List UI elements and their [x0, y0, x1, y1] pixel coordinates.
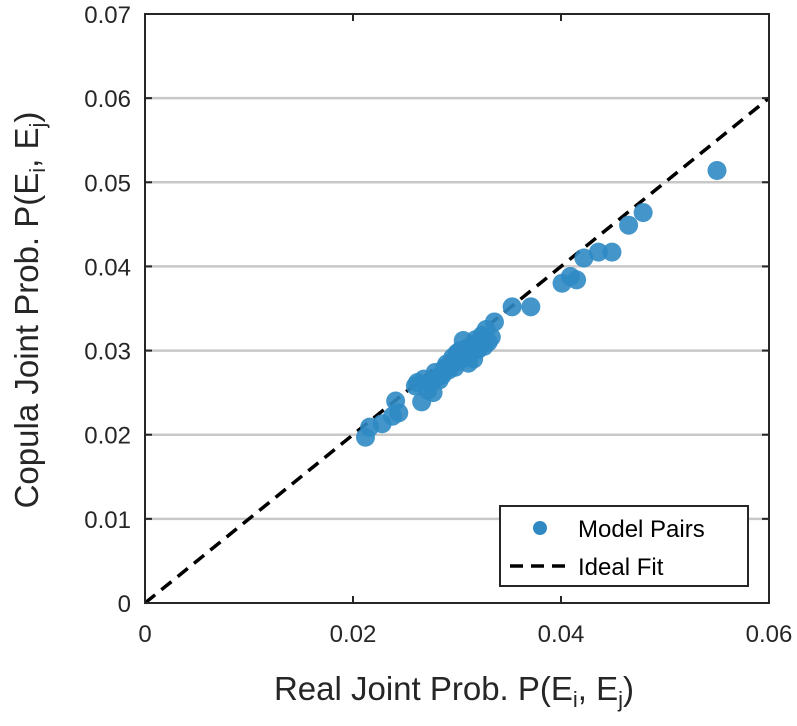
- y-axis-title-sep: , E: [8, 127, 45, 167]
- x-tick-label: 0.02: [330, 621, 377, 648]
- y-tick-labels: 0 0.01 0.02 0.03 0.04 0.05 0.06 0.07: [84, 2, 131, 618]
- data-point: [633, 203, 653, 223]
- x-axis-title-sep: , E: [578, 670, 618, 707]
- x-tick-label: 0.04: [538, 621, 585, 648]
- x-axis-title-main: Real Joint Prob. P(E: [274, 670, 573, 707]
- data-point: [389, 403, 409, 423]
- y-axis-title: Copula Joint Prob. P(Ei, Ej): [8, 112, 50, 509]
- model-pairs-points: [355, 161, 727, 447]
- grid-lines: [145, 96, 769, 521]
- x-tick-label: 0: [138, 621, 151, 648]
- legend-box: [499, 505, 749, 587]
- data-point: [481, 327, 501, 347]
- data-point: [484, 312, 504, 332]
- data-point: [619, 215, 639, 235]
- y-tick-label: 0.06: [84, 86, 131, 113]
- y-tick-label: 0.05: [84, 170, 131, 197]
- x-tick-labels: 0 0.02 0.04 0.06: [138, 621, 792, 648]
- data-point: [567, 270, 587, 290]
- x-axis-title-sub-j: j: [617, 687, 623, 712]
- data-point: [574, 248, 594, 268]
- y-tick-label: 0: [118, 591, 131, 618]
- y-tick-label: 0.02: [84, 423, 131, 450]
- x-tick-label: 0.06: [746, 621, 793, 648]
- legend: Model Pairs Ideal Fit: [499, 505, 749, 587]
- y-tick-label: 0.04: [84, 254, 131, 281]
- y-tick-label: 0.03: [84, 339, 131, 366]
- legend-model-pairs-label: Model Pairs: [578, 516, 705, 543]
- data-point: [707, 161, 727, 181]
- legend-model-pairs-marker: [533, 521, 547, 535]
- data-point: [521, 297, 541, 317]
- x-axis-title-sub-i: i: [573, 687, 578, 712]
- data-point: [602, 242, 622, 262]
- y-tick-label: 0.01: [84, 507, 131, 534]
- data-point: [502, 297, 522, 317]
- data-point: [588, 242, 608, 262]
- plot-frame: [144, 13, 770, 604]
- x-axis-title-close: ): [623, 670, 634, 707]
- y-axis-title-sub-j: j: [25, 123, 50, 129]
- axis-ticks: [144, 13, 770, 604]
- y-axis-title-sub-i: i: [25, 168, 50, 173]
- y-axis-title-main: Copula Joint Prob. P(E: [8, 173, 45, 509]
- x-axis-title: Real Joint Prob. P(Ei, Ej): [274, 670, 634, 712]
- y-axis-title-close: ): [8, 112, 45, 123]
- legend-ideal-fit-label: Ideal Fit: [578, 554, 664, 581]
- y-tick-label: 0.07: [84, 2, 131, 29]
